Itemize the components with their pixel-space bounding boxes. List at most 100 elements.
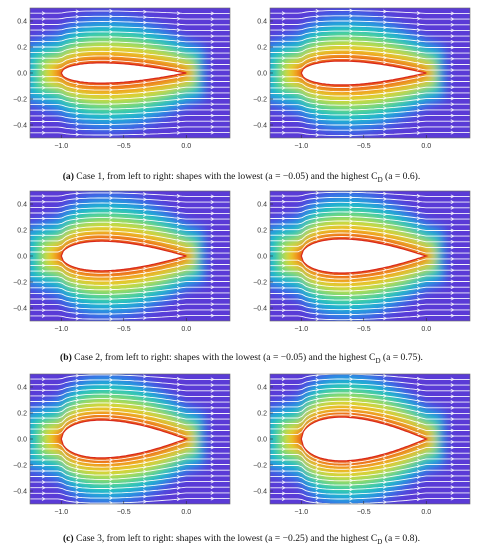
streamline-arrow bbox=[315, 97, 320, 102]
streamline-arrow bbox=[41, 285, 46, 290]
streamline-arrow bbox=[416, 249, 421, 254]
streamline-arrow bbox=[109, 464, 114, 469]
streamline-arrow bbox=[416, 388, 421, 392]
streamline bbox=[30, 264, 230, 278]
streamline-arrow bbox=[210, 428, 215, 433]
streamline bbox=[30, 31, 230, 37]
streamline-arrow bbox=[109, 486, 114, 491]
streamline-arrow bbox=[75, 226, 80, 231]
streamline-arrow bbox=[450, 456, 455, 461]
streamline-arrow bbox=[143, 399, 148, 404]
streamline-arrow bbox=[416, 275, 421, 280]
streamline-arrow bbox=[41, 382, 46, 387]
streamline-arrow bbox=[315, 461, 320, 466]
streamline-arrow bbox=[143, 192, 148, 197]
streamline-arrow bbox=[143, 197, 148, 202]
streamline-arrow bbox=[349, 496, 354, 501]
streamline-arrow bbox=[143, 300, 148, 305]
streamline-arrow bbox=[349, 403, 354, 408]
streamline-arrow bbox=[41, 416, 46, 421]
streamline-arrow bbox=[75, 101, 80, 106]
streamline-arrow bbox=[281, 410, 286, 415]
streamline-arrow bbox=[41, 388, 46, 393]
streamline-arrow bbox=[416, 75, 421, 80]
streamline bbox=[270, 45, 470, 54]
streamline-arrow bbox=[281, 463, 286, 468]
streamline-arrow bbox=[210, 439, 215, 444]
streamline-arrow bbox=[176, 244, 181, 249]
streamline-arrow bbox=[281, 108, 286, 113]
streamline-arrow bbox=[109, 92, 114, 97]
streamline-arrow bbox=[450, 62, 455, 67]
streamline-arrow bbox=[176, 382, 181, 387]
streamline-arrow bbox=[416, 421, 421, 425]
streamline-arrow bbox=[315, 311, 320, 316]
streamline-arrow bbox=[349, 413, 354, 418]
streamline-arrow bbox=[416, 442, 421, 447]
streamline-arrow bbox=[349, 195, 354, 200]
streamline-arrow bbox=[450, 45, 455, 50]
streamline-arrow bbox=[349, 312, 354, 317]
streamline-arrow bbox=[143, 232, 148, 237]
streamline-arrow bbox=[210, 417, 215, 422]
streamline-arrow bbox=[143, 202, 148, 207]
streamline bbox=[30, 258, 230, 274]
streamline-arrow bbox=[143, 479, 148, 484]
streamline-arrow bbox=[349, 288, 354, 293]
streamline-arrow bbox=[143, 51, 148, 56]
streamline-arrow bbox=[349, 8, 354, 13]
streamline-arrow bbox=[109, 233, 114, 238]
streamline-arrow bbox=[41, 125, 46, 130]
streamline-arrow bbox=[143, 389, 148, 394]
streamline-arrow bbox=[176, 86, 181, 90]
streamline-arrow bbox=[41, 485, 46, 490]
streamline-arrow bbox=[41, 91, 46, 96]
streamline-arrow bbox=[75, 216, 80, 221]
streamline-arrow bbox=[416, 102, 421, 107]
streamline-arrow bbox=[281, 119, 286, 124]
streamline-arrow bbox=[176, 227, 181, 232]
streamline-arrow bbox=[450, 445, 455, 450]
caption-end: (a = 0.75). bbox=[380, 352, 423, 363]
streamline-arrow bbox=[109, 35, 114, 39]
streamline-arrow bbox=[450, 124, 455, 129]
streamline-arrow bbox=[383, 489, 388, 494]
streamline bbox=[30, 309, 230, 315]
streamline-arrow bbox=[315, 374, 320, 377]
streamline-arrow bbox=[109, 392, 114, 397]
x-tick-label: −1.0 bbox=[54, 509, 68, 516]
streamline-arrow bbox=[210, 462, 215, 467]
streamline-arrow bbox=[210, 90, 215, 95]
streamline-arrow bbox=[75, 480, 80, 485]
streamline-arrow bbox=[41, 446, 46, 451]
streamline-arrow bbox=[281, 491, 286, 496]
flow-plot: 0.4 0.2 0.0 −0.2 −0.4 −1.0 −0.5 0.0 bbox=[13, 373, 231, 516]
streamline bbox=[270, 269, 470, 284]
streamline-arrow bbox=[143, 374, 148, 379]
y-tick-label: 0.2 bbox=[257, 227, 267, 234]
y-tick-label: −0.2 bbox=[13, 279, 27, 286]
streamline-arrow bbox=[450, 34, 455, 39]
streamline-arrow bbox=[281, 291, 286, 296]
streamline-arrow bbox=[176, 33, 181, 38]
streamline bbox=[270, 404, 470, 420]
streamline-arrow bbox=[349, 284, 354, 289]
streamline-arrow bbox=[41, 205, 46, 210]
streamline-arrow bbox=[109, 44, 114, 49]
streamline-arrow bbox=[176, 291, 181, 296]
streamline-arrow bbox=[210, 251, 215, 256]
streamline bbox=[270, 25, 470, 31]
streamline-arrow bbox=[41, 22, 46, 27]
streamline-arrow bbox=[315, 392, 320, 397]
caption-end: (a = 0.6). bbox=[382, 171, 421, 182]
streamline bbox=[270, 275, 470, 288]
streamline bbox=[30, 15, 230, 20]
streamline-arrow bbox=[109, 117, 114, 122]
streamline-arrow bbox=[143, 310, 148, 315]
streamline-arrow bbox=[349, 460, 354, 465]
streamline-arrow bbox=[109, 378, 114, 382]
streamline-arrow bbox=[450, 296, 455, 301]
streamline-arrow bbox=[109, 133, 114, 137]
streamline-arrow bbox=[281, 74, 286, 79]
streamline-arrow bbox=[349, 227, 354, 232]
